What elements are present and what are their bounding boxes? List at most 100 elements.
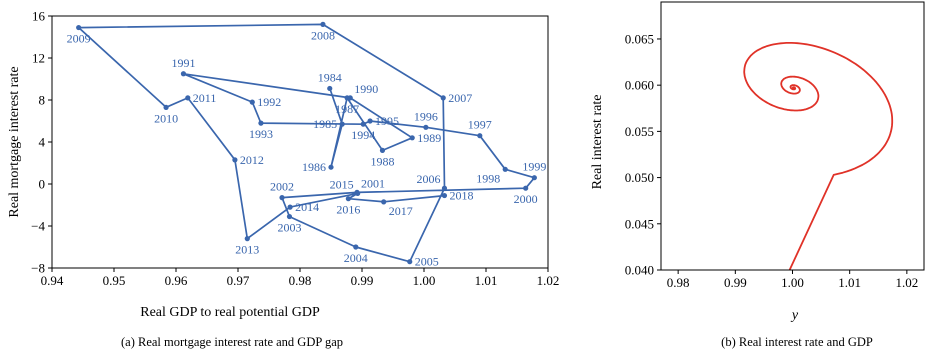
panel-b-chart: 0.98 0.99 1.00 1.01 1.02 0.040 0.045 0.050 0.055… bbox=[590, 1, 925, 349]
panel-a-point-label-2013: 2013 bbox=[235, 243, 259, 257]
panel-a-marks: 1984 1985 1986 1987 1988 1989 1990 1991 1992 1993… bbox=[67, 21, 546, 269]
panel-a-point-label-1991: 1991 bbox=[171, 56, 195, 70]
panel-a-point-2010 bbox=[163, 104, 169, 110]
panel-a-x-axis-label: Real GDP to real potential GDP bbox=[140, 305, 320, 320]
panel-a-point-label-2006: 2006 bbox=[416, 172, 440, 186]
panel-a-point-2000 bbox=[523, 185, 529, 191]
panel-a-point-label-2007: 2007 bbox=[448, 91, 472, 105]
panel-a-y-tick-label: 4 bbox=[39, 135, 46, 150]
panel-a-point-label-2001: 2001 bbox=[361, 176, 385, 190]
panel-a-x-tick-label: 0.95 bbox=[103, 273, 126, 288]
panel-a-point-label-2012: 2012 bbox=[240, 153, 264, 167]
panel-a-point-2011 bbox=[185, 95, 191, 101]
panel-a-x-tick-label: 1.00 bbox=[413, 273, 436, 288]
panel-a-point-2013 bbox=[244, 236, 250, 242]
panel-b-y-tick-label: 0.050 bbox=[625, 170, 654, 185]
panel-a-x-tick-label: 0.96 bbox=[165, 273, 188, 288]
panel-a-point-1998 bbox=[502, 166, 508, 172]
panel-a-point-1985 bbox=[339, 121, 345, 127]
panel-a-point-1993 bbox=[258, 120, 264, 126]
panel-a-point-2007 bbox=[440, 95, 446, 101]
panel-a-y-axis-label: Real mortgage interest rate bbox=[7, 66, 22, 217]
panel-a-point-label-1997: 1997 bbox=[468, 118, 492, 132]
panel-b-axes: 0.98 0.99 1.00 1.01 1.02 0.040 0.045 0.050 0.055… bbox=[625, 1, 925, 290]
panel-a-series-line bbox=[77, 23, 536, 263]
panel-a-point-1988 bbox=[379, 147, 386, 153]
panel-a-point-label-2010: 2010 bbox=[154, 111, 178, 125]
panel-a-point-label-2002: 2002 bbox=[270, 180, 294, 194]
panel-a-point-1989 bbox=[409, 135, 415, 141]
panel-a-point-2003 bbox=[286, 213, 293, 220]
panel-b-x-tick-label: 0.99 bbox=[724, 275, 747, 290]
panel-a-point-2016 bbox=[345, 196, 351, 202]
panel-a-point-label-1993: 1993 bbox=[249, 127, 273, 141]
panel-a-point-label-2004: 2004 bbox=[344, 251, 368, 265]
panel-a-point-label-2017: 2017 bbox=[389, 204, 413, 218]
panel-a-x-tick-label: 1.02 bbox=[537, 273, 560, 288]
panel-a-point-1999 bbox=[531, 175, 537, 181]
panel-b-y-tick-label: 0.055 bbox=[625, 124, 654, 139]
panel-a-point-1996 bbox=[423, 124, 429, 130]
panel-a-point-2012 bbox=[232, 157, 238, 163]
panel-a-point-label-1988: 1988 bbox=[370, 154, 394, 168]
panel-a-point-label-1995: 1995 bbox=[375, 114, 399, 128]
panel-b-caption: (b) Real interest rate and GDP bbox=[721, 335, 873, 349]
panel-b-y-axis-label: Real interest rate bbox=[590, 95, 605, 190]
panel-a-x-tick-label: 0.97 bbox=[227, 273, 250, 288]
panel-a-x-tick-label: 1.01 bbox=[475, 273, 498, 288]
panel-a-point-label-1989: 1989 bbox=[417, 131, 441, 145]
panel-b-x-tick-label: 1.00 bbox=[781, 275, 804, 290]
panel-a-point-label-2011: 2011 bbox=[193, 91, 217, 105]
panel-a-point-2006 bbox=[441, 185, 448, 191]
panel-a-x-tick-label: 0.99 bbox=[351, 273, 374, 288]
panel-a-y-tick-label: −4 bbox=[31, 219, 45, 234]
panel-a-point-2015 bbox=[355, 190, 361, 197]
panel-a-x-tick-label: 0.94 bbox=[41, 273, 64, 288]
panel-a-point-label-1987: 1987 bbox=[335, 102, 359, 116]
panel-a-point-label-2015: 2015 bbox=[330, 177, 354, 191]
panel-a-point-label-1999: 1999 bbox=[522, 160, 546, 174]
panel-a-y-tick-label: 12 bbox=[32, 51, 45, 66]
panel-b-x-tick-label: 0.98 bbox=[667, 275, 690, 290]
panel-a-point-1990 bbox=[347, 95, 353, 101]
panel-b-marks bbox=[743, 42, 894, 270]
panel-a-point-label-2000: 2000 bbox=[514, 192, 538, 206]
panel-b-x-tick-label: 1.02 bbox=[895, 275, 918, 290]
panel-b-x-tick-label: 1.01 bbox=[838, 275, 861, 290]
panel-b-x-axis-label: y bbox=[790, 308, 799, 323]
panel-a-point-label-1998: 1998 bbox=[476, 171, 500, 185]
panel-a-point-label-1994: 1994 bbox=[351, 128, 375, 142]
panel-a-point-1992 bbox=[249, 99, 255, 105]
panel-a-point-2002 bbox=[279, 195, 285, 201]
panel-a-y-tick-label: 8 bbox=[39, 93, 46, 108]
panel-a-caption: (a) Real mortgage interest rate and GDP … bbox=[121, 335, 343, 349]
panel-a-point-label-2018: 2018 bbox=[449, 189, 473, 203]
panel-a-point-2004 bbox=[353, 244, 359, 250]
panel-a-y-tick-label: 16 bbox=[32, 9, 46, 24]
panel-a-x-tick-label: 0.98 bbox=[289, 273, 312, 288]
panel-a-point-2005 bbox=[407, 259, 413, 265]
panel-b-y-tick-label: 0.065 bbox=[625, 31, 654, 46]
panel-a-point-label-2016: 2016 bbox=[336, 203, 360, 217]
panel-a-point-label-1992: 1992 bbox=[257, 95, 281, 109]
panel-a-point-label-2008: 2008 bbox=[311, 28, 335, 42]
panel-a-point-1994 bbox=[360, 121, 366, 127]
panel-b-trajectory-line bbox=[743, 42, 894, 270]
panel-b-y-tick-label: 0.060 bbox=[625, 78, 654, 93]
panel-a-y-tick-label: 0 bbox=[39, 177, 46, 192]
panel-a-chart: 1984 1985 1986 1987 1988 1989 1990 1991 1992 1993… bbox=[7, 9, 559, 350]
panel-a-point-2008 bbox=[320, 21, 326, 27]
panel-b-y-tick-label: 0.045 bbox=[625, 216, 654, 231]
panel-a-point-2017 bbox=[381, 199, 387, 205]
panel-a-point-label-2014: 2014 bbox=[295, 200, 319, 214]
panel-a-point-label-1996: 1996 bbox=[414, 109, 438, 123]
panel-a-point-1997 bbox=[477, 133, 483, 139]
panel-a-point-label-2009: 2009 bbox=[67, 32, 91, 46]
panel-a-point-1986 bbox=[328, 164, 334, 170]
panel-a-y-tick-label: −8 bbox=[31, 261, 45, 276]
panel-a-point-1991 bbox=[180, 71, 187, 77]
panel-a-point-2018 bbox=[441, 192, 448, 199]
panel-a-point-label-1984: 1984 bbox=[318, 70, 342, 84]
panel-a-point-1984 bbox=[327, 85, 333, 92]
